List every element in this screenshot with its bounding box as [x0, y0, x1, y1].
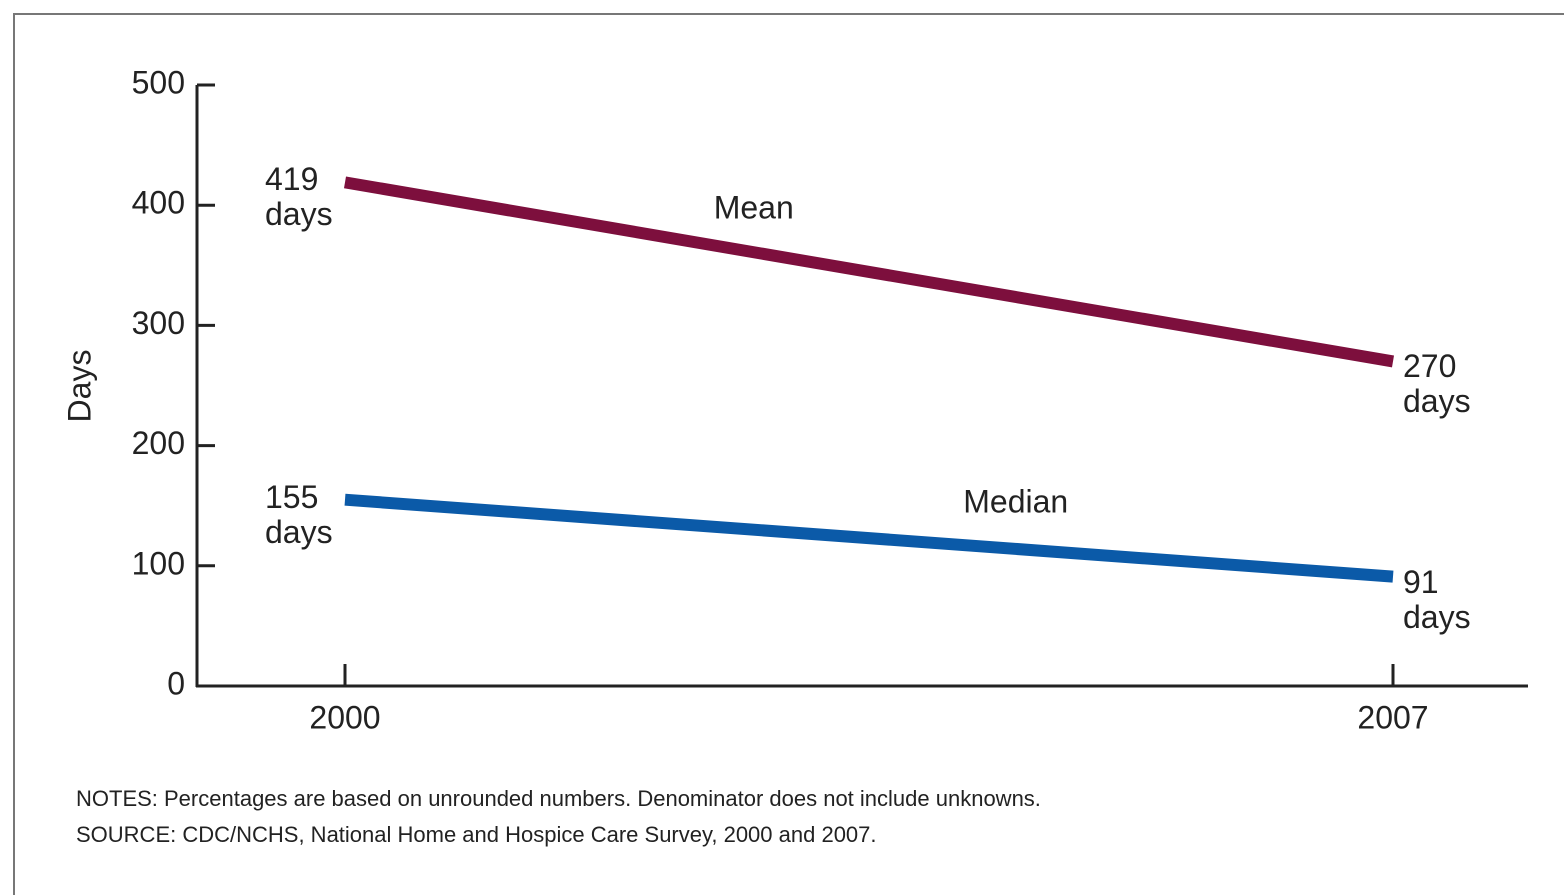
frame: [13, 13, 1564, 895]
notes: NOTES: Percentages are based on unrounde…: [76, 786, 1041, 811]
y-tick-label: 0: [167, 665, 185, 701]
y-tick-label: 200: [132, 425, 185, 461]
data-label: 270 days: [1403, 348, 1471, 420]
y-tick-label: 400: [132, 185, 185, 221]
series-label: Mean: [714, 190, 794, 226]
line: [343, 176, 1395, 368]
y-tick-label: 500: [132, 64, 185, 100]
y-axis-label: Days: [61, 350, 97, 423]
source: SOURCE: CDC/NCHS, National Home and Hosp…: [76, 822, 877, 847]
data-label: 419 days: [265, 161, 333, 233]
series-label: Median: [963, 483, 1068, 519]
y-tick-label: 100: [132, 545, 185, 581]
y-tick-label: 300: [132, 305, 185, 341]
x-tick-label: 2007: [1357, 699, 1428, 735]
data-label: 155 days: [265, 478, 333, 550]
line: [344, 493, 1394, 583]
data-label: 91 days: [1403, 563, 1471, 635]
x-tick-label: 2000: [309, 699, 380, 735]
